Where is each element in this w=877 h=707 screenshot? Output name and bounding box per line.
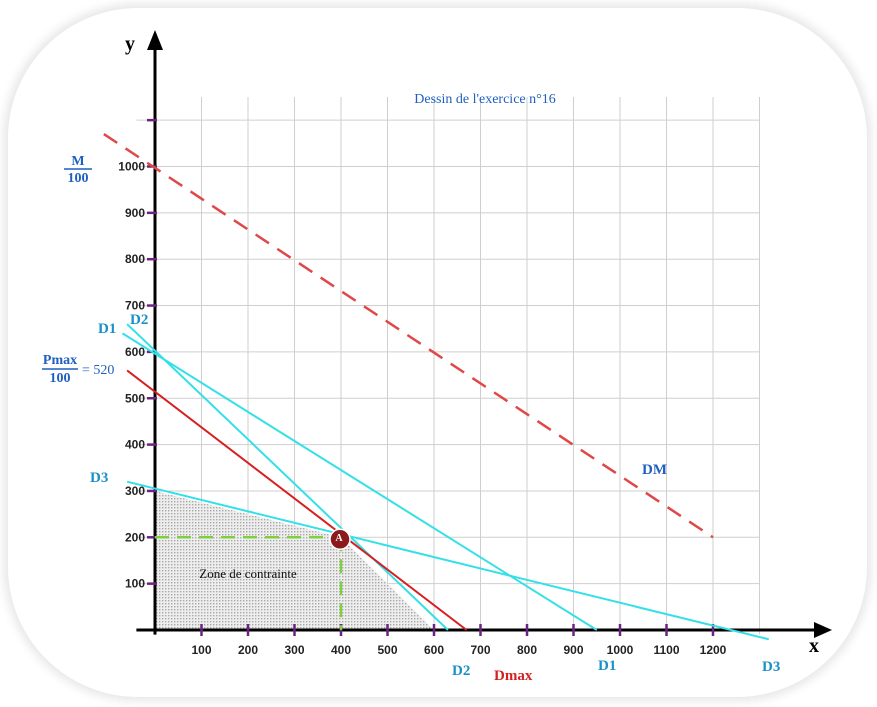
x-tick-label: 400 (331, 643, 351, 657)
y-tick-label: 500 (125, 391, 145, 405)
dmax-bottom-label: Dmax (494, 668, 533, 684)
point-a-marker (329, 528, 351, 551)
series-lines (103, 133, 770, 641)
y-tick-label: 200 (125, 530, 145, 544)
x-tick-label: 700 (470, 643, 490, 657)
region-label: Zone de contrainte (199, 566, 297, 581)
y-tick-label: 800 (125, 252, 145, 266)
x-tick-label: 600 (424, 643, 444, 657)
x-tick-label: 1200 (700, 643, 727, 657)
m-denominator: 100 (68, 171, 89, 186)
d3-left-label: D3 (90, 470, 108, 486)
x-tick-label: 500 (377, 643, 397, 657)
y-tick-label: 300 (125, 484, 145, 498)
x-tick-label: 300 (284, 643, 304, 657)
y-tick-label: 900 (125, 206, 145, 220)
constraint-region (155, 490, 434, 630)
chart-title: Dessin de l'exercice n°16 (414, 92, 555, 107)
y-tick-label: 1000 (118, 160, 145, 174)
pmax-equals: = 520 (82, 363, 114, 378)
y-tick-label: 400 (125, 438, 145, 452)
pmax-numerator: Pmax (43, 353, 77, 368)
y-axis-label: y (125, 33, 135, 55)
x-axis-label: x (809, 635, 819, 657)
x-tick-label: 900 (563, 643, 583, 657)
y-axis-arrow (147, 30, 163, 50)
x-tick-label: 800 (517, 643, 537, 657)
m-numerator: M (71, 154, 84, 169)
d1-left-label: D1 (98, 321, 116, 337)
series-line-d1 (121, 332, 598, 631)
y-tick-label: 600 (125, 345, 145, 359)
x-tick-label: 100 (191, 643, 211, 657)
series-line-d2 (126, 323, 449, 631)
d2-bottom-label: D2 (452, 663, 470, 679)
point-a-label: A (335, 533, 343, 544)
dm-label: DM (642, 462, 667, 478)
y-tick-label: 700 (125, 299, 145, 313)
x-tick-label: 1100 (653, 643, 679, 657)
x-tick-label: 1000 (607, 643, 634, 657)
series-line-d3 (126, 480, 770, 641)
pmax-denominator: 100 (50, 371, 71, 386)
x-axis-arrow (814, 622, 832, 638)
x-tick-label: 200 (238, 643, 258, 657)
d2-left-label: D2 (130, 312, 148, 328)
labels: Dessin de l'exercice n°16 y x Zone de co… (42, 33, 819, 684)
constraint-region-fill (155, 490, 434, 630)
series-line-dm (103, 133, 714, 539)
y-tick-label: 100 (125, 577, 145, 591)
series-line-dmax (126, 369, 468, 631)
d3-bottom-label: D3 (762, 659, 780, 675)
d1-bottom-label: D1 (598, 658, 616, 674)
